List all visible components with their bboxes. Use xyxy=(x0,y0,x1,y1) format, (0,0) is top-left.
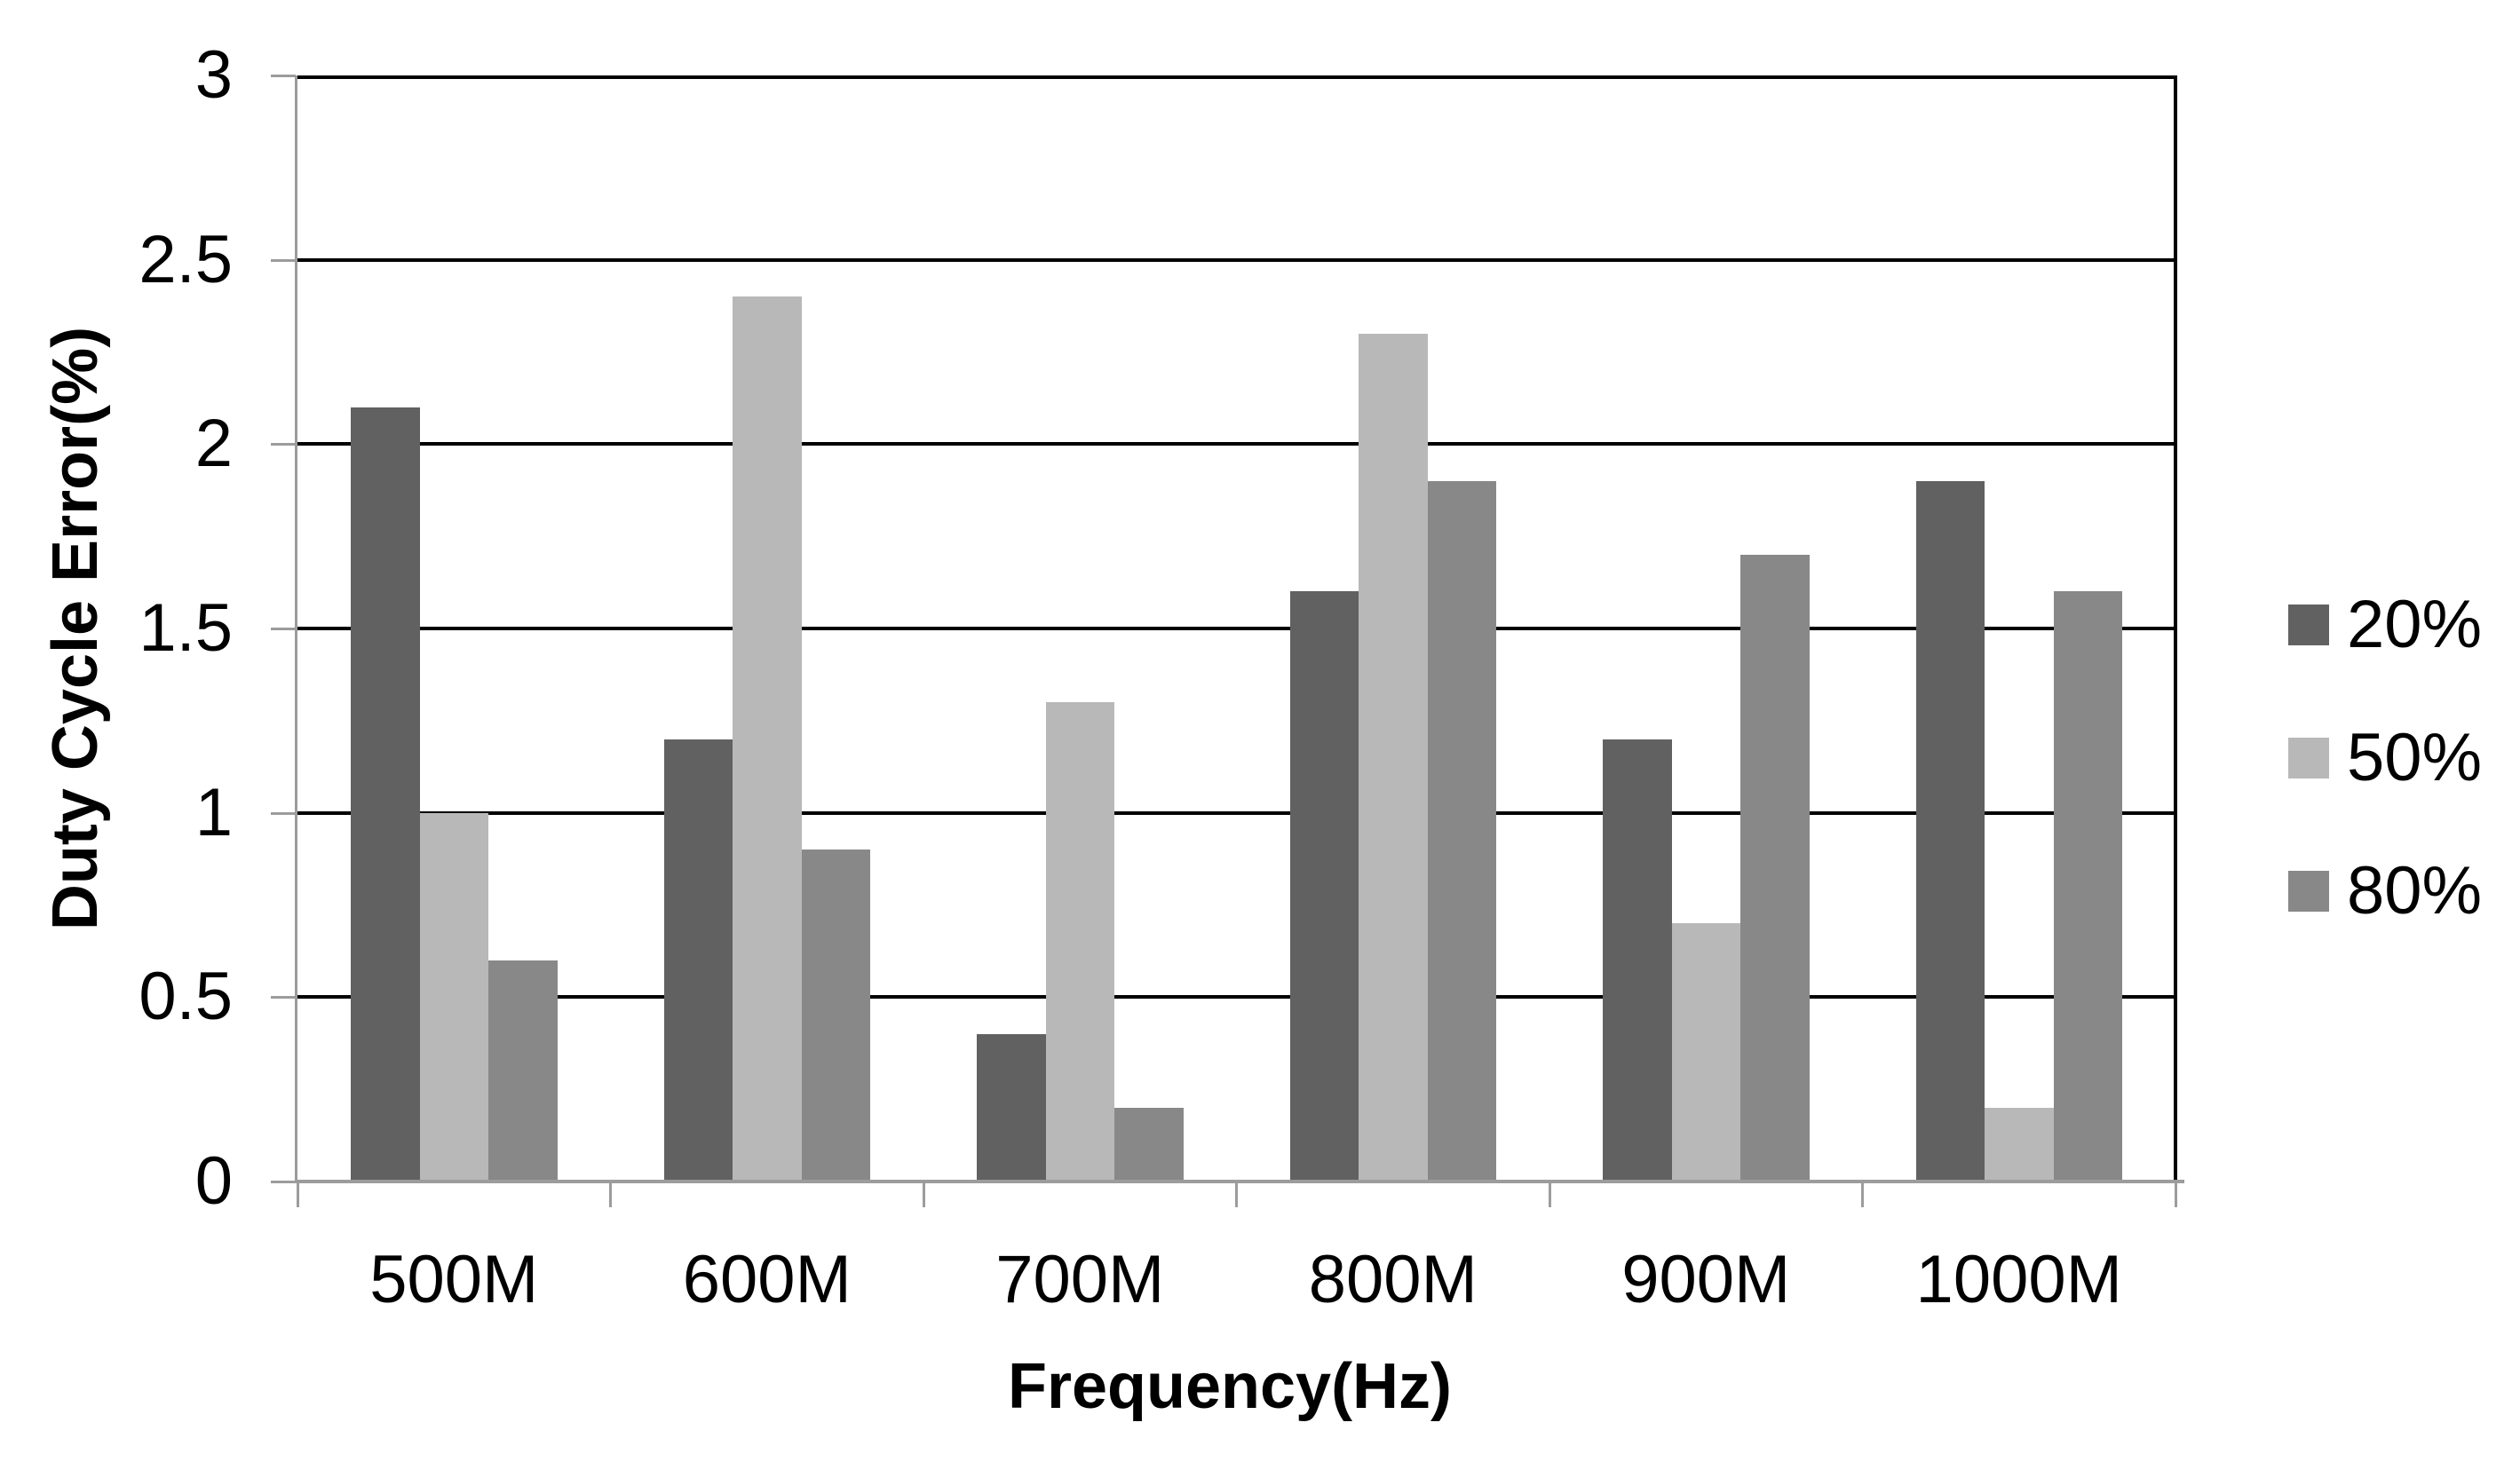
x-tick-label-500M: 500M xyxy=(369,1242,539,1317)
bar-800M-50% xyxy=(1359,333,1428,1182)
y-axis-line xyxy=(295,75,297,1183)
plot-area xyxy=(297,75,2177,1182)
x-tick-mark-4 xyxy=(1548,1183,1551,1207)
bar-700M-50% xyxy=(1045,702,1114,1182)
x-tick-mark-3 xyxy=(1235,1183,1238,1207)
bar-900M-50% xyxy=(1671,923,1740,1182)
legend-label: 20% xyxy=(2347,587,2483,662)
gridline-1 xyxy=(297,810,2175,815)
y-tick-mark-2 xyxy=(271,443,296,447)
bar-500M-80% xyxy=(488,960,558,1182)
y-tick-label-0: 0 xyxy=(194,1143,233,1219)
bar-700M-20% xyxy=(977,1033,1046,1182)
plot-right-border xyxy=(2174,75,2177,1182)
bar-600M-50% xyxy=(733,296,802,1182)
legend-item-50%: 50% xyxy=(2288,723,2482,794)
legend-label: 50% xyxy=(2347,720,2483,795)
x-tick-label-1000M: 1000M xyxy=(1915,1242,2122,1317)
y-tick-mark-1.5 xyxy=(271,628,296,630)
y-tick-label-1: 1 xyxy=(194,774,233,850)
bar-700M-80% xyxy=(1114,1107,1184,1182)
x-tick-label-900M: 900M xyxy=(1621,1242,1791,1317)
bar-800M-20% xyxy=(1289,591,1359,1182)
bar-900M-20% xyxy=(1603,739,1672,1182)
x-axis-title: Frequency(Hz) xyxy=(1007,1351,1453,1422)
gridline-2.5 xyxy=(297,257,2175,262)
legend-label: 80% xyxy=(2347,853,2483,929)
bar-600M-80% xyxy=(801,850,870,1182)
x-tick-label-700M: 700M xyxy=(995,1242,1165,1317)
gridline-2 xyxy=(297,442,2175,447)
bar-900M-80% xyxy=(1740,554,1810,1182)
bar-1000M-80% xyxy=(2053,591,2122,1182)
x-tick-mark-6 xyxy=(2174,1183,2177,1207)
bar-600M-20% xyxy=(663,739,733,1182)
bar-500M-20% xyxy=(351,407,420,1182)
x-tick-mark-2 xyxy=(922,1183,925,1207)
x-axis-line xyxy=(295,1180,2184,1183)
legend-swatch-icon xyxy=(2288,738,2329,778)
y-tick-label-0.5: 0.5 xyxy=(139,959,233,1035)
x-tick-mark-1 xyxy=(609,1183,612,1207)
y-tick-label-1.5: 1.5 xyxy=(139,590,233,666)
y-tick-mark-2.5 xyxy=(271,258,296,262)
legend-swatch-icon xyxy=(2288,605,2329,645)
y-tick-mark-0 xyxy=(271,1181,296,1183)
bar-800M-80% xyxy=(1427,480,1496,1182)
y-tick-mark-3 xyxy=(271,75,296,77)
legend-swatch-icon xyxy=(2288,871,2329,912)
bar-1000M-20% xyxy=(1915,480,1985,1182)
y-tick-mark-0.5 xyxy=(271,996,296,1000)
legend: 20% 50% 80% xyxy=(2288,589,2482,989)
gridline-0.5 xyxy=(297,995,2175,1000)
gridline-3 xyxy=(297,75,2175,79)
y-tick-label-2: 2 xyxy=(194,406,233,482)
gridline-1.5 xyxy=(297,627,2175,630)
x-tick-mark-0 xyxy=(296,1183,299,1207)
x-tick-mark-5 xyxy=(1861,1183,1864,1207)
x-tick-label-600M: 600M xyxy=(682,1242,852,1317)
y-tick-label-2.5: 2.5 xyxy=(139,221,233,297)
legend-item-20%: 20% xyxy=(2288,589,2482,660)
y-tick-mark-1 xyxy=(271,811,296,815)
bar-1000M-50% xyxy=(1985,1107,2054,1182)
bar-500M-50% xyxy=(419,812,488,1182)
legend-item-80%: 80% xyxy=(2288,856,2482,927)
x-tick-label-800M: 800M xyxy=(1308,1242,1478,1317)
y-tick-label-3: 3 xyxy=(194,37,233,113)
